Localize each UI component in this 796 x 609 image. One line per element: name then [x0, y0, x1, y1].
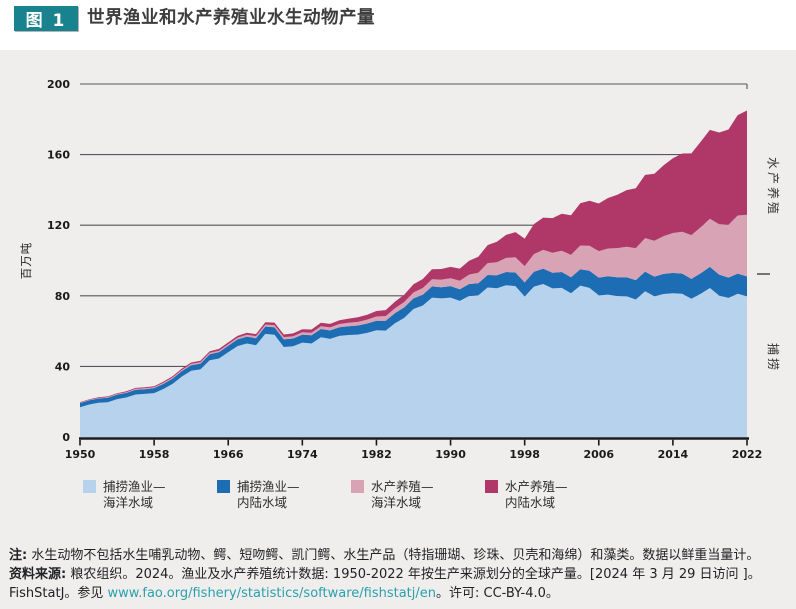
legend-item-aquaculture-marine: 水产养殖— 海洋水域 [351, 479, 434, 511]
y-tick-label: 80 [55, 290, 71, 303]
x-tick-label: 2022 [732, 448, 763, 461]
figure-footnotes: 注: 水生动物不包括水生哺乳动物、鳄、短吻鳄、凯门鳄、水生产品（特指珊瑚、珍珠、… [9, 546, 789, 603]
x-tick-label: 1950 [65, 448, 96, 461]
y-tick-label: 200 [47, 78, 70, 91]
page-title: 世界渔业和水产养殖业水生动物产量 [87, 8, 375, 28]
y-tick-label: 40 [55, 360, 71, 373]
legend-label: 捕捞渔业— [237, 479, 300, 494]
legend-label: 水产养殖— [371, 479, 434, 494]
capture-marine-swatch [83, 480, 96, 493]
legend-item-capture-inland: 捕捞渔业— 内陆水域 [217, 479, 300, 511]
legend-item-capture-marine: 捕捞渔业— 海洋水域 [83, 479, 166, 511]
fishstat-link[interactable]: www.fao.org/fishery/statistics/software/… [107, 586, 436, 601]
figure-header: 图 1 世界渔业和水产养殖业水生动物产量 [0, 0, 796, 50]
x-tick-label: 1974 [287, 448, 318, 461]
x-tick-label: 1998 [509, 448, 540, 461]
legend-item-aquaculture-inland: 水产养殖— 内陆水域 [485, 479, 568, 511]
aquaculture-marine-swatch [351, 480, 364, 493]
y-tick-label: 0 [62, 431, 70, 444]
area-series-0 [80, 284, 747, 437]
capture-group-label: 捕捞 [766, 343, 781, 373]
aquaculture-inland-swatch [485, 480, 498, 493]
x-tick-label: 1958 [139, 448, 170, 461]
aquaculture-group-label: 水产养殖 [766, 157, 781, 217]
figure-number-badge: 图 1 [14, 6, 78, 31]
chart-legend: 捕捞渔业— 海洋水域 捕捞渔业— 内陆水域 水产养殖— 海洋水域 水产养殖— 内陆水域 [0, 479, 796, 525]
x-tick-label: 1990 [435, 448, 466, 461]
y-axis-title: 百万吨 [19, 242, 33, 280]
legend-label: 水产养殖— [505, 479, 568, 494]
x-tick-label: 2006 [583, 448, 614, 461]
area-series-2 [80, 214, 747, 404]
capture-inland-swatch [217, 480, 230, 493]
legend-label: 捕捞渔业— [103, 479, 166, 494]
y-tick-label: 160 [47, 149, 70, 162]
note-line: 注: 水生动物不包括水生哺乳动物、鳄、短吻鳄、凯门鳄、水生产品（特指珊瑚、珍珠、… [9, 548, 760, 563]
area-series-1 [80, 266, 747, 408]
x-tick-label: 2014 [658, 448, 689, 461]
license-line: FishStatJ。参见 www.fao.org/fishery/statist… [9, 586, 559, 601]
source-line: 资料来源: 粮农组织。2024。渔业及水产养殖统计数据: 1950-2022 年… [9, 567, 761, 582]
x-tick-label: 1982 [361, 448, 392, 461]
x-tick-label: 1966 [213, 448, 244, 461]
production-chart: 1950 1958 1966 1974 1982 1990 1998 2006 2014 2022… [19, 78, 781, 461]
y-tick-label: 120 [47, 219, 70, 232]
